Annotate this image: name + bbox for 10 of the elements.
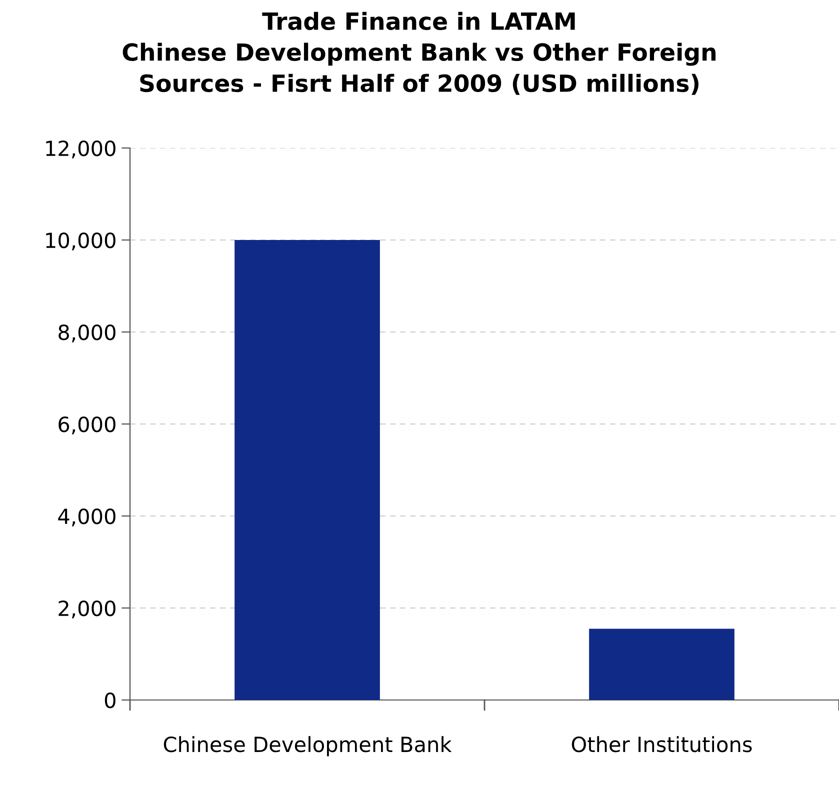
y-tick-label: 8,000: [58, 324, 116, 342]
y-tick-label: 6,000: [58, 416, 116, 434]
y-tick-label: 12,000: [46, 140, 116, 158]
y-tick-label: 2,000: [58, 600, 116, 618]
y-tick-label: 0: [104, 692, 116, 708]
y-tick-label: 4,000: [58, 508, 116, 526]
chart-title: Trade Finance in LATAM Chinese Development Bank vs Other Foreign Sources - Fisrt Half of 2009 (USD millions): [122, 12, 716, 95]
y-tick-label: 10,000: [46, 232, 116, 250]
x-tick-label: Chinese Development Bank: [164, 736, 452, 756]
x-tick-label: Other Institutions: [572, 736, 752, 752]
